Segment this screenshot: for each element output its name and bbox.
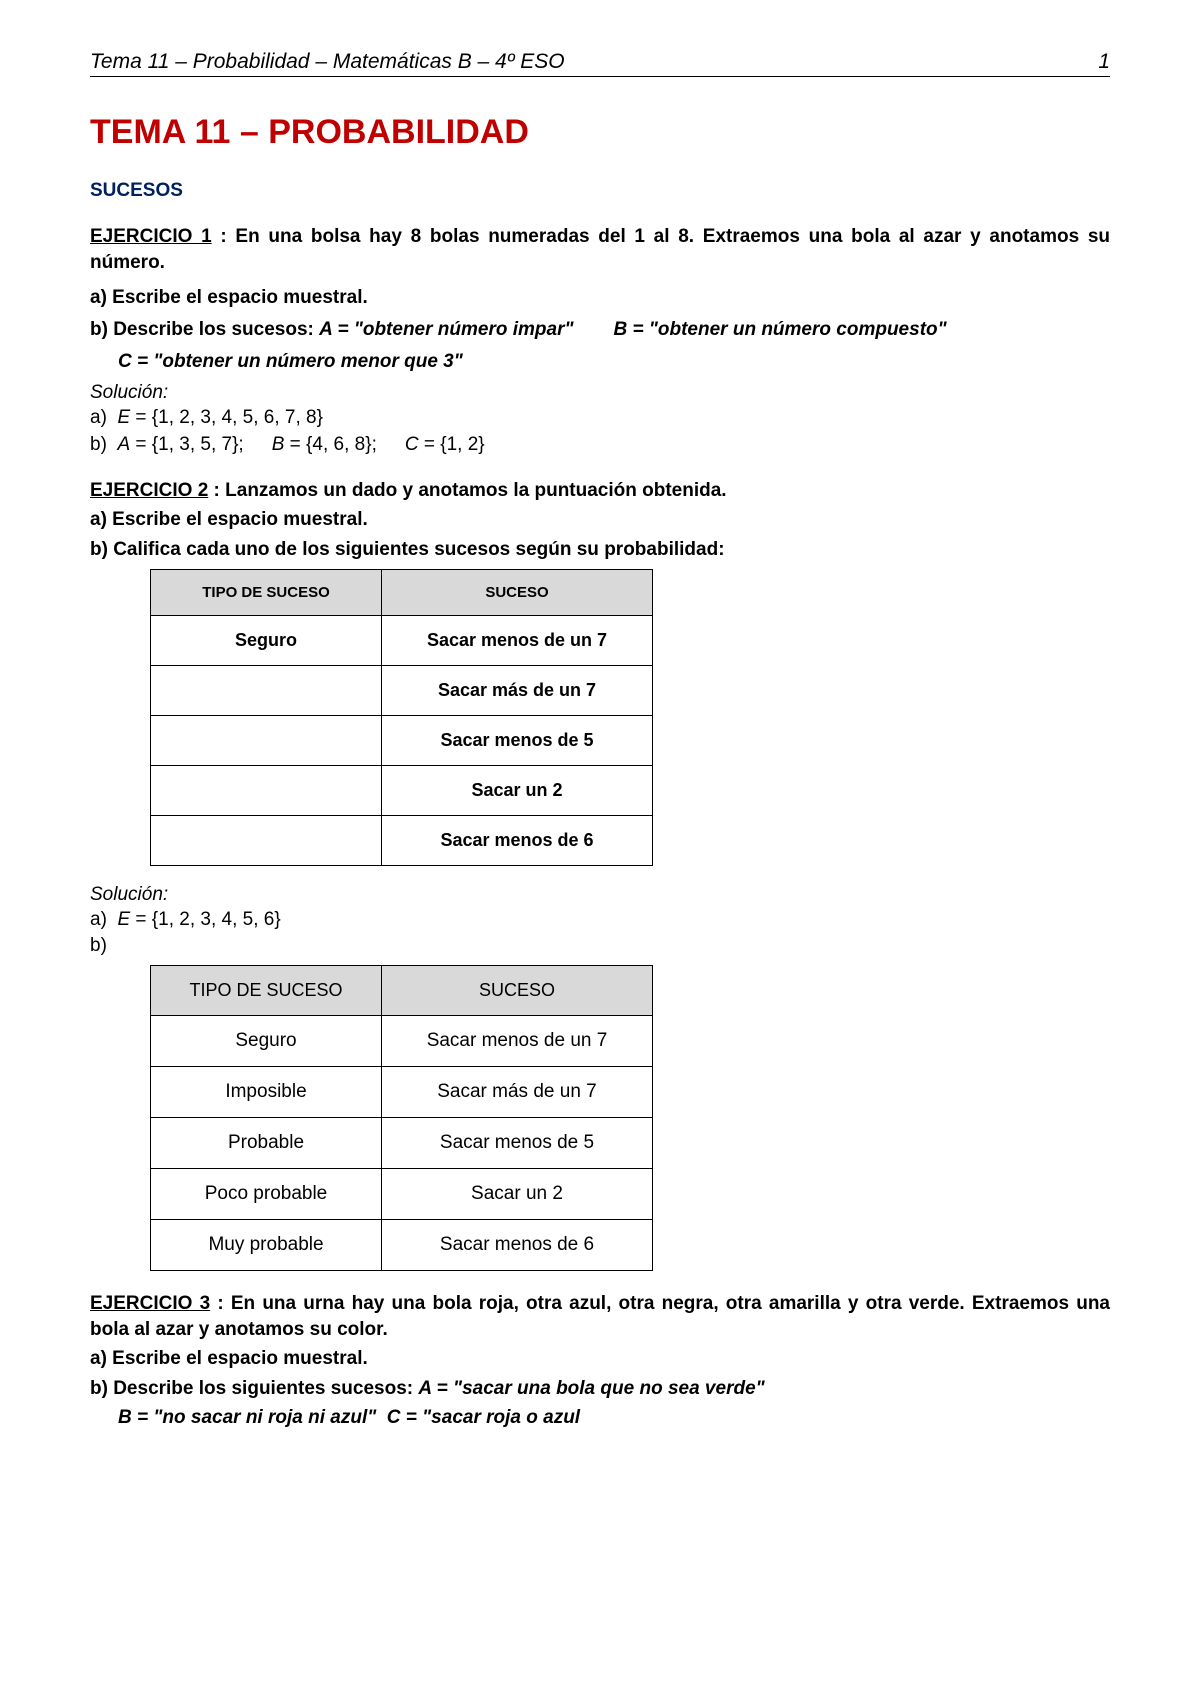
t2-r0c0: Seguro: [151, 1015, 382, 1066]
t2-h0: TIPO DE SUCESO: [151, 965, 382, 1015]
table-header-row: TIPO DE SUCESO SUCESO: [151, 965, 653, 1015]
exercise-1: EJERCICIO 1 : En una bolsa hay 8 bolas n…: [90, 224, 1110, 458]
t1-r1c1: Sacar más de un 7: [382, 665, 653, 715]
t2-r0c1: Sacar menos de un 7: [382, 1015, 653, 1066]
ej3-b-A: A = "sacar una bola que no sea verde": [418, 1378, 764, 1399]
table-row: Sacar menos de 6: [151, 815, 653, 865]
ej1-b-C: C = "obtener un número menor que 3": [118, 351, 463, 372]
table-row: ProbableSacar menos de 5: [151, 1117, 653, 1168]
table-row: Poco probableSacar un 2: [151, 1168, 653, 1219]
ej2-label: EJERCICIO 2: [90, 480, 208, 501]
ej1-item-c: C = "obtener un número menor que 3": [118, 349, 1110, 375]
t2-r1c1: Sacar más de un 7: [382, 1066, 653, 1117]
ej1-label: EJERCICIO 1: [90, 226, 212, 247]
ej1-item-b: b) Describe los sucesos: A = "obtener nú…: [90, 317, 1110, 343]
table-row: SeguroSacar menos de un 7: [151, 615, 653, 665]
ej1-sol-label: Solución:: [90, 382, 1110, 404]
ej2-sol-b: b): [90, 934, 1110, 959]
ej1-b-A: A = "obtener número impar": [319, 319, 573, 340]
ej1-item-a: a) Escribe el espacio muestral.: [90, 285, 1110, 311]
table-row: Sacar más de un 7: [151, 665, 653, 715]
t1-r4c0: [151, 815, 382, 865]
table-row: SeguroSacar menos de un 7: [151, 1015, 653, 1066]
ej3-head: EJERCICIO 3 : En una urna hay una bola r…: [90, 1291, 1110, 1342]
ej1-b-prefix: b) Describe los sucesos:: [90, 319, 319, 340]
ej1-sol-a: a) E = {1, 2, 3, 4, 5, 6, 7, 8}: [90, 406, 1110, 431]
t1-r2c1: Sacar menos de 5: [382, 715, 653, 765]
ej3-prompt: : En una urna hay una bola roja, otra az…: [90, 1293, 1110, 1340]
running-head: Tema 11 – Probabilidad – Matemáticas B –…: [90, 50, 1110, 77]
t2-r1c0: Imposible: [151, 1066, 382, 1117]
t1-r0c1: Sacar menos de un 7: [382, 615, 653, 665]
t1-r1c0: [151, 665, 382, 715]
ej2-prompt: : Lanzamos un dado y anotamos la puntuac…: [208, 480, 726, 501]
t2-r3c0: Poco probable: [151, 1168, 382, 1219]
ej2-item-a: a) Escribe el espacio muestral.: [90, 507, 1110, 533]
ej3-label: EJERCICIO 3: [90, 1293, 210, 1314]
page: Tema 11 – Probabilidad – Matemáticas B –…: [0, 0, 1200, 1697]
t2-h1: SUCESO: [382, 965, 653, 1015]
t1-r0c0: Seguro: [151, 615, 382, 665]
ej3-b-prefix: b) Describe los siguientes sucesos:: [90, 1378, 418, 1399]
exercise-3: EJERCICIO 3 : En una urna hay una bola r…: [90, 1291, 1110, 1431]
ej2-sol-a: a) E = {1, 2, 3, 4, 5, 6}: [90, 908, 1110, 933]
table-header-row: TIPO DE SUCESO SUCESO: [151, 569, 653, 615]
page-title: TEMA 11 – PROBABILIDAD: [90, 113, 1110, 152]
t1-h1: SUCESO: [382, 569, 653, 615]
ej2-head: EJERCICIO 2 : Lanzamos un dado y anotamo…: [90, 478, 1110, 504]
t1-r3c1: Sacar un 2: [382, 765, 653, 815]
t2-r3c1: Sacar un 2: [382, 1168, 653, 1219]
ej1-head: EJERCICIO 1 : En una bolsa hay 8 bolas n…: [90, 224, 1110, 275]
header-left: Tema 11 – Probabilidad – Matemáticas B –…: [90, 50, 565, 74]
t1-h0: TIPO DE SUCESO: [151, 569, 382, 615]
t1-r3c0: [151, 765, 382, 815]
t2-r4c0: Muy probable: [151, 1219, 382, 1270]
ej3-b-B: B = "no sacar ni roja ni azul": [118, 1407, 376, 1428]
exercise-2: EJERCICIO 2 : Lanzamos un dado y anotamo…: [90, 478, 1110, 1271]
t2-r4c1: Sacar menos de 6: [382, 1219, 653, 1270]
ej3-b-C: C = "sacar roja o azul: [387, 1407, 580, 1428]
ej3-item-b: b) Describe los siguientes sucesos: A = …: [90, 1376, 1110, 1402]
section-heading: SUCESOS: [90, 180, 1110, 202]
header-page-number: 1: [1098, 50, 1110, 74]
ej2-sol-label: Solución:: [90, 884, 1110, 906]
t1-r2c0: [151, 715, 382, 765]
ej1-prompt: : En una bolsa hay 8 bolas numeradas del…: [90, 226, 1110, 273]
ej2-table-question: TIPO DE SUCESO SUCESO SeguroSacar menos …: [150, 569, 653, 866]
table-row: ImposibleSacar más de un 7: [151, 1066, 653, 1117]
table-row: Sacar menos de 5: [151, 715, 653, 765]
ej3-item-a: a) Escribe el espacio muestral.: [90, 1346, 1110, 1372]
t2-r2c1: Sacar menos de 5: [382, 1117, 653, 1168]
ej3-item-bc: B = "no sacar ni roja ni azul" C = "saca…: [118, 1405, 1110, 1431]
table-row: Sacar un 2: [151, 765, 653, 815]
t1-r4c1: Sacar menos de 6: [382, 815, 653, 865]
ej2-item-b: b) Califica cada uno de los siguientes s…: [90, 537, 1110, 563]
ej1-sol-b: b) A = {1, 3, 5, 7};B = {4, 6, 8};C = {1…: [90, 433, 1110, 458]
table-row: Muy probableSacar menos de 6: [151, 1219, 653, 1270]
ej2-table-solution: TIPO DE SUCESO SUCESO SeguroSacar menos …: [150, 965, 653, 1271]
t2-r2c0: Probable: [151, 1117, 382, 1168]
ej1-b-B: B = "obtener un número compuesto": [614, 319, 947, 340]
